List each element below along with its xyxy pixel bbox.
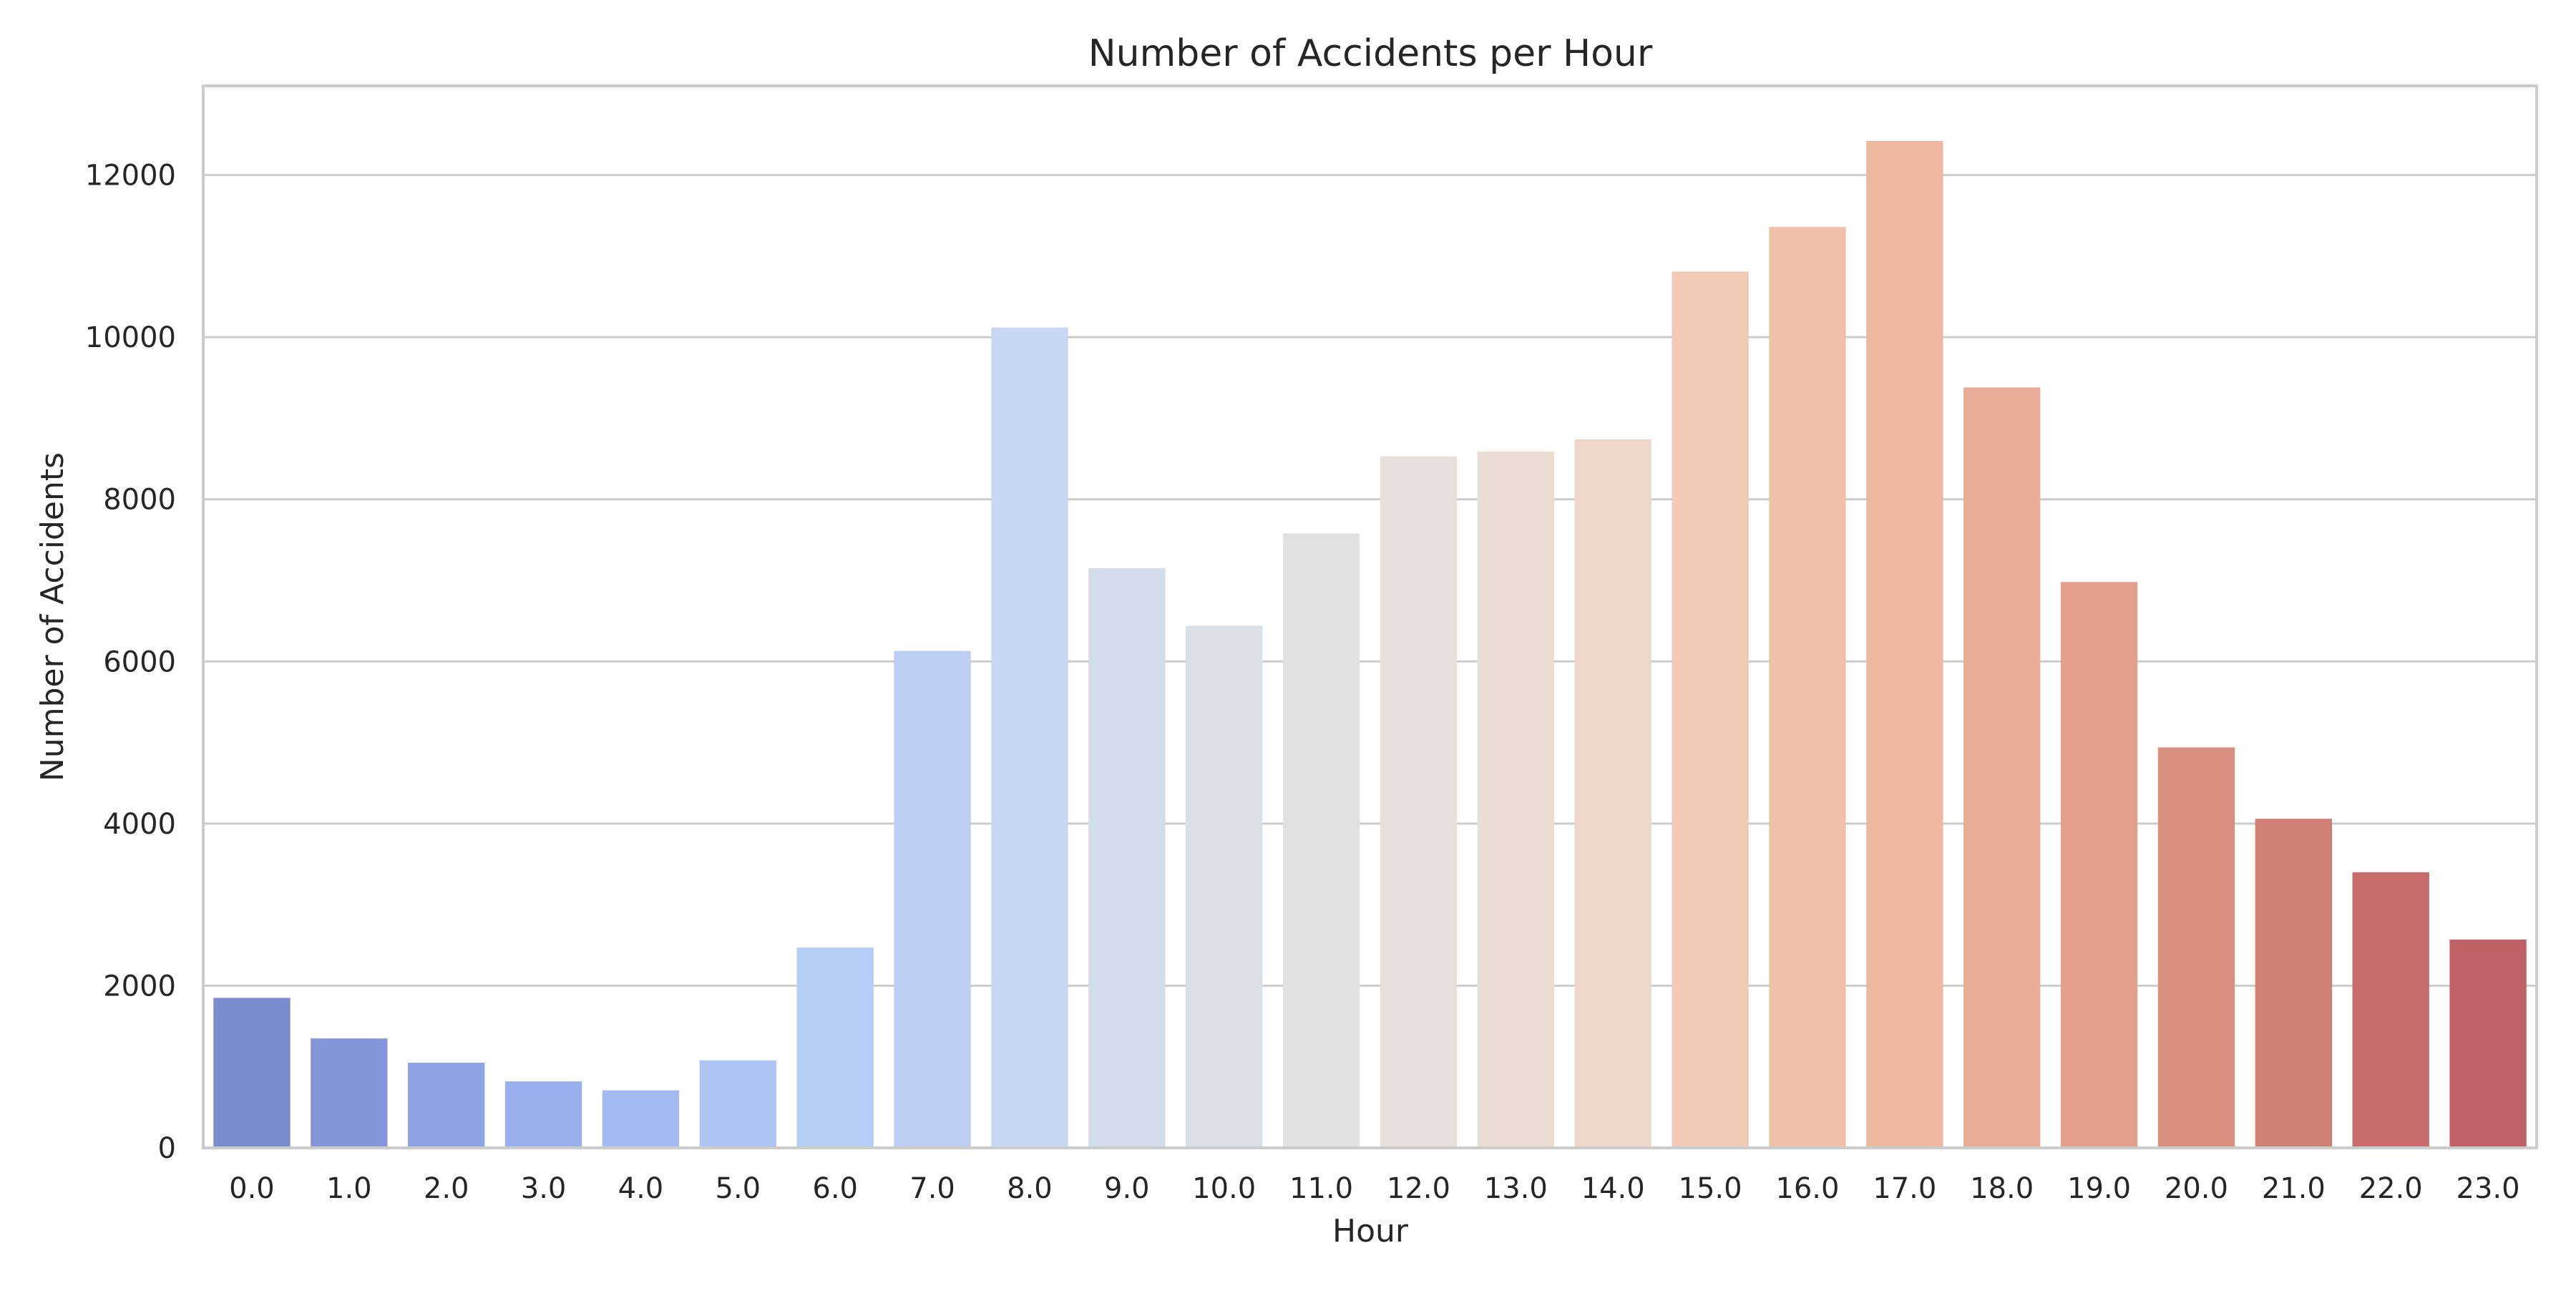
bar	[2255, 819, 2332, 1148]
bar	[1672, 271, 1749, 1149]
x-tick-label: 21.0	[2262, 1172, 2326, 1205]
bar	[408, 1063, 485, 1148]
x-tick-label: 17.0	[1873, 1172, 1936, 1205]
bar	[2060, 582, 2138, 1148]
bar	[1866, 141, 1943, 1148]
x-tick-labels: 0.0 1.0 2.0 3.0 4.0 5.0 6.0 7.0 8.0 9.0 10.0 11.0 12…	[229, 1172, 2519, 1205]
x-tick-label: 20.0	[2165, 1172, 2228, 1205]
x-tick-label: 13.0	[1484, 1172, 1548, 1205]
chart-title: Number of Accidents per Hour	[1088, 32, 1653, 75]
bar	[1380, 456, 1458, 1148]
y-axis-label: Number of Accidents	[34, 452, 71, 781]
x-tick-label: 12.0	[1387, 1172, 1450, 1205]
bar	[602, 1090, 680, 1148]
x-tick-label: 19.0	[2067, 1172, 2131, 1205]
x-tick-label: 14.0	[1581, 1172, 1645, 1205]
x-tick-label: 4.0	[618, 1172, 664, 1205]
bar	[1088, 568, 1166, 1148]
x-tick-label: 2.0	[424, 1172, 469, 1205]
x-tick-label: 1.0	[326, 1172, 372, 1205]
bar	[796, 947, 874, 1148]
x-tick-label: 8.0	[1007, 1172, 1053, 1205]
plot-frame	[202, 84, 2538, 1149]
bar	[699, 1060, 776, 1148]
x-tick-label: 18.0	[1970, 1172, 2034, 1205]
bar	[1282, 533, 1360, 1148]
bar	[1477, 451, 1554, 1148]
bar	[311, 1038, 388, 1148]
y-tick-label: 0	[158, 1132, 176, 1165]
bar	[1186, 625, 1263, 1148]
y-tick-labels: 0 2000 4000 6000 8000 10000 12000	[85, 160, 176, 1165]
bar	[2352, 872, 2429, 1148]
x-tick-label: 0.0	[229, 1172, 275, 1205]
bar	[1574, 439, 1652, 1148]
x-tick-label: 7.0	[909, 1172, 955, 1205]
x-tick-label: 5.0	[716, 1172, 761, 1205]
bar	[213, 998, 291, 1148]
bar	[1963, 387, 2041, 1149]
y-tick-label: 12000	[85, 160, 176, 193]
y-tick-label: 4000	[103, 808, 176, 841]
y-tick-label: 10000	[85, 321, 176, 354]
grid-lines	[203, 174, 2537, 1149]
bar	[991, 327, 1068, 1148]
x-tick-label: 16.0	[1775, 1172, 1839, 1205]
bar	[1769, 227, 1846, 1148]
y-tick-label: 2000	[103, 970, 176, 1003]
y-tick-label: 8000	[103, 484, 176, 517]
bar	[504, 1081, 582, 1148]
x-tick-label: 3.0	[521, 1172, 567, 1205]
x-axis-label: Hour	[1332, 1213, 1409, 1249]
bar	[894, 651, 971, 1148]
x-tick-label: 9.0	[1104, 1172, 1150, 1205]
bar	[2157, 747, 2235, 1148]
bar	[2449, 939, 2527, 1148]
x-tick-label: 11.0	[1289, 1172, 1353, 1205]
x-tick-label: 22.0	[2359, 1172, 2423, 1205]
y-tick-label: 6000	[103, 646, 176, 678]
x-tick-label: 23.0	[2457, 1172, 2520, 1205]
x-tick-label: 15.0	[1679, 1172, 1742, 1205]
x-tick-label: 6.0	[812, 1172, 858, 1205]
x-tick-label: 10.0	[1192, 1172, 1256, 1205]
bars	[213, 141, 2527, 1149]
